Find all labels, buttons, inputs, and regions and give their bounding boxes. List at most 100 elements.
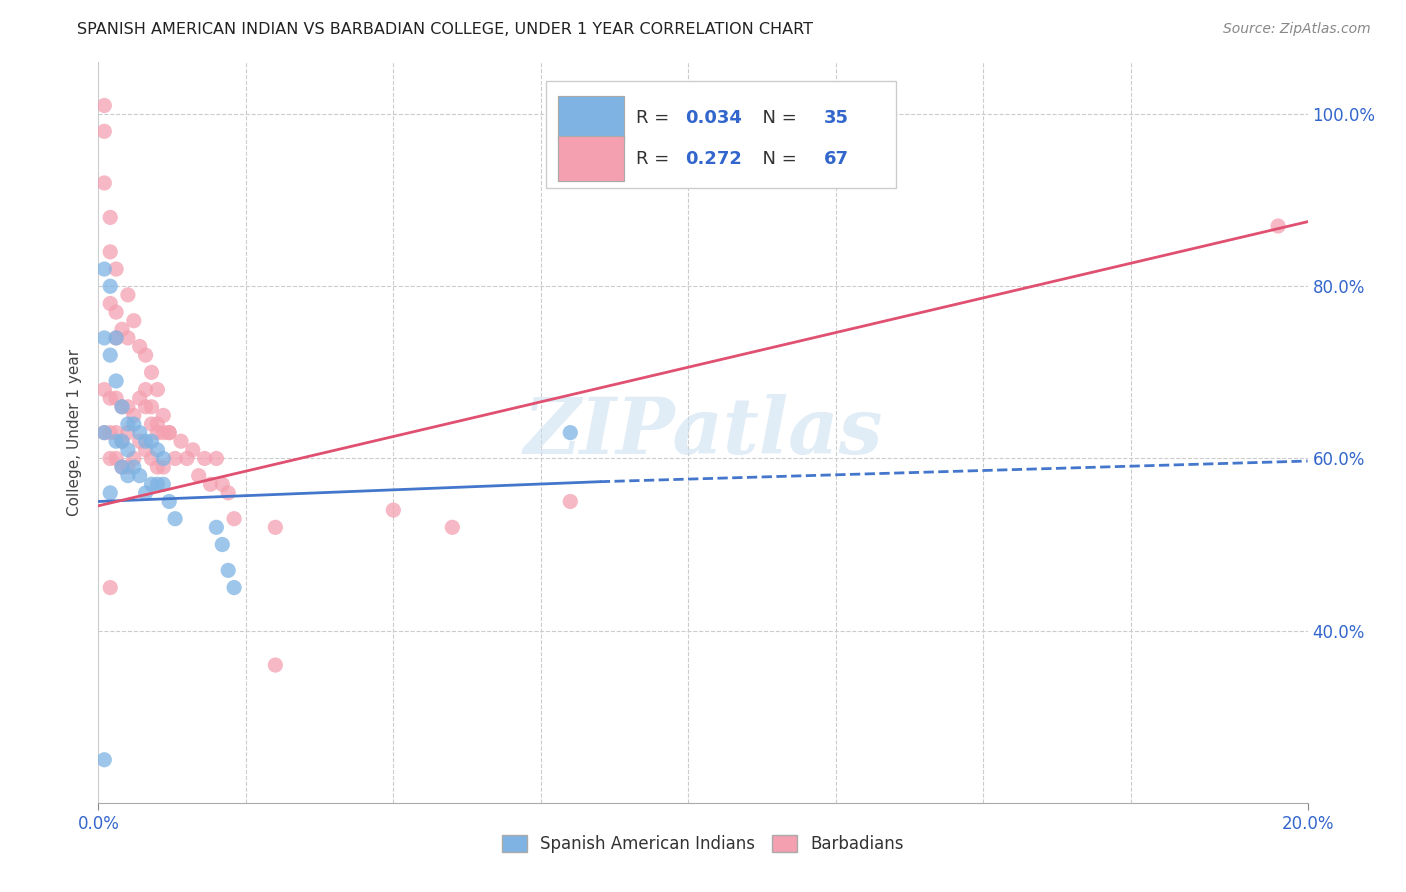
Point [117, 425, 139, 440]
Point [146, 460, 169, 475]
Point [217, 486, 239, 500]
Point [122, 451, 145, 466]
Point [135, 434, 157, 449]
Point [98, 279, 121, 293]
Point [111, 460, 134, 475]
Point [98, 348, 121, 362]
Point [141, 365, 163, 379]
Point [141, 451, 163, 466]
Point [128, 468, 150, 483]
Point [93, 331, 115, 345]
Text: R =: R = [637, 150, 675, 168]
Point [98, 211, 121, 225]
Point [105, 331, 128, 345]
Point [560, 494, 582, 508]
Point [93, 753, 115, 767]
Point [98, 425, 121, 440]
Point [111, 400, 134, 414]
Point [122, 460, 145, 475]
FancyBboxPatch shape [558, 95, 624, 140]
Point [105, 374, 128, 388]
Point [105, 425, 128, 440]
Point [105, 305, 128, 319]
Point [264, 520, 287, 534]
Point [105, 451, 128, 466]
Point [157, 494, 180, 508]
Point [105, 391, 128, 405]
Point [111, 434, 134, 449]
Point [152, 451, 174, 466]
Point [117, 460, 139, 475]
Point [117, 417, 139, 431]
Point [135, 400, 157, 414]
Point [128, 434, 150, 449]
Point [93, 383, 115, 397]
Point [93, 425, 115, 440]
Point [93, 176, 115, 190]
Point [141, 477, 163, 491]
Point [152, 460, 174, 475]
Point [211, 477, 233, 491]
Point [141, 417, 163, 431]
Point [98, 391, 121, 405]
Point [165, 512, 187, 526]
Point [157, 425, 180, 440]
Point [128, 391, 150, 405]
FancyBboxPatch shape [558, 136, 624, 181]
Point [146, 442, 169, 457]
Legend: Spanish American Indians, Barbadians: Spanish American Indians, Barbadians [494, 826, 912, 861]
Point [98, 296, 121, 310]
Point [93, 98, 115, 112]
Point [205, 520, 228, 534]
Text: 0.272: 0.272 [685, 150, 742, 168]
Point [98, 581, 121, 595]
Point [222, 581, 245, 595]
Point [146, 383, 169, 397]
Point [217, 563, 239, 577]
Point [1267, 219, 1289, 233]
Point [135, 348, 157, 362]
Point [200, 477, 222, 491]
Point [122, 417, 145, 431]
Point [105, 331, 128, 345]
Point [181, 442, 204, 457]
Point [135, 486, 157, 500]
Point [152, 425, 174, 440]
Point [135, 442, 157, 457]
Point [135, 383, 157, 397]
Point [98, 486, 121, 500]
Point [382, 503, 405, 517]
Text: N =: N = [751, 109, 803, 127]
Point [111, 460, 134, 475]
Point [122, 409, 145, 423]
Point [93, 425, 115, 440]
Point [93, 124, 115, 138]
Point [128, 339, 150, 353]
Point [105, 434, 128, 449]
Point [128, 425, 150, 440]
Point [194, 451, 217, 466]
Text: 67: 67 [824, 150, 849, 168]
Point [264, 658, 287, 673]
Point [146, 477, 169, 491]
Point [560, 425, 582, 440]
Point [93, 262, 115, 277]
Point [152, 409, 174, 423]
Point [141, 434, 163, 449]
Point [146, 425, 169, 440]
Point [211, 537, 233, 551]
Point [105, 262, 128, 277]
Point [176, 451, 198, 466]
Point [165, 451, 187, 466]
Point [117, 288, 139, 302]
Point [146, 417, 169, 431]
Point [441, 520, 464, 534]
Point [111, 434, 134, 449]
Point [117, 442, 139, 457]
Point [205, 451, 228, 466]
Text: SPANISH AMERICAN INDIAN VS BARBADIAN COLLEGE, UNDER 1 YEAR CORRELATION CHART: SPANISH AMERICAN INDIAN VS BARBADIAN COL… [77, 22, 813, 37]
Point [111, 400, 134, 414]
Point [117, 331, 139, 345]
Point [98, 244, 121, 259]
Point [122, 314, 145, 328]
